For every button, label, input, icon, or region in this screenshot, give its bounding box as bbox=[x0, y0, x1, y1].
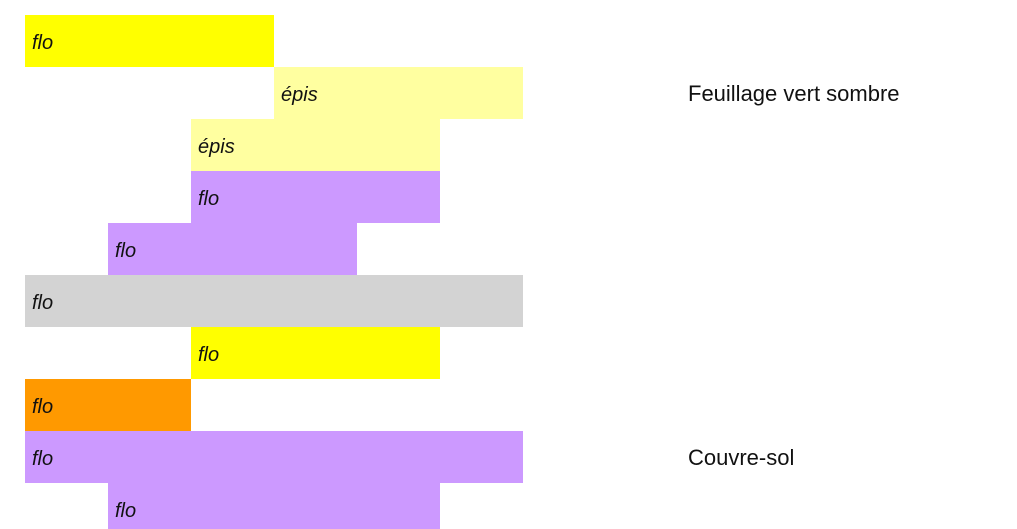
bar-label-2: épis bbox=[198, 136, 235, 158]
bar-9 bbox=[108, 483, 440, 529]
bar-8 bbox=[25, 431, 523, 483]
bar-4 bbox=[108, 223, 357, 275]
bar-label-1: épis bbox=[281, 84, 318, 106]
bar-label-0: flo bbox=[32, 32, 53, 54]
bar-3 bbox=[191, 171, 440, 223]
bar-label-9: flo bbox=[115, 500, 136, 522]
bars-layer bbox=[25, 15, 523, 529]
bar-6 bbox=[191, 327, 440, 379]
bar-labels-layer: flo épis épis flo flo flo flo flo flo flo bbox=[32, 32, 318, 522]
bar-label-6: flo bbox=[198, 344, 219, 366]
bar-label-5: flo bbox=[32, 292, 53, 314]
bar-0 bbox=[25, 15, 274, 67]
bar-2 bbox=[191, 119, 440, 171]
bar-label-3: flo bbox=[198, 188, 219, 210]
annotations-layer: Feuillage vert sombre Couvre-sol bbox=[688, 81, 900, 470]
bar-label-7: flo bbox=[32, 396, 53, 418]
annotation-label-1: Couvre-sol bbox=[688, 445, 794, 470]
annotation-label-0: Feuillage vert sombre bbox=[688, 81, 900, 106]
bar-7 bbox=[25, 379, 191, 431]
bar-5 bbox=[25, 275, 523, 327]
bar-label-4: flo bbox=[115, 240, 136, 262]
bar-label-8: flo bbox=[32, 448, 53, 470]
bar-1 bbox=[274, 67, 523, 119]
